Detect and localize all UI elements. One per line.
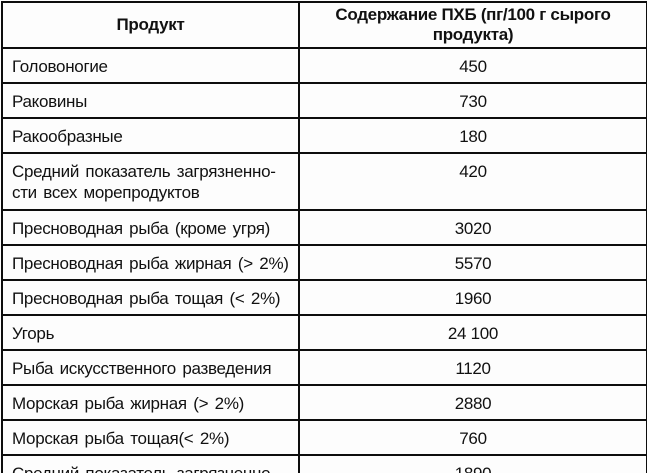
value-cell: 24 100	[298, 314, 647, 351]
table-row: Пресноводная рыба тощая (< 2%) 1960	[1, 279, 647, 316]
value-cell: 2880	[298, 384, 647, 421]
value-cell: 3020	[298, 209, 647, 246]
product-cell: Морская рыба жирная (> 2%)	[1, 384, 300, 421]
product-cell: Угорь	[1, 314, 300, 351]
product-cell: Пресноводная рыба (кроме угря)	[1, 209, 300, 246]
table-row: Рыба искусственного разведения 1120	[1, 349, 647, 386]
table-body: Головоногие 450 Раковины 730 Ракообразные 180…	[1, 47, 647, 473]
header-product: Продукт	[1, 1, 300, 49]
table-row: Пресноводная рыба жирная (> 2%) 5570	[1, 244, 647, 281]
table-header: Продукт Содержание ПХБ (пг/100 г сырого …	[1, 1, 647, 49]
value-cell: 180	[298, 117, 647, 154]
header-pcb-content: Содержание ПХБ (пг/100 г сырого продукта…	[298, 1, 647, 49]
value-cell: 1960	[298, 279, 647, 316]
value-cell: 760	[298, 419, 647, 456]
table-row: Средний показатель загрязненно- сти всех…	[1, 152, 647, 211]
value-cell: 5570	[298, 244, 647, 281]
table-row: Раковины 730	[1, 82, 647, 119]
table-row: Морская рыба жирная (> 2%) 2880	[1, 384, 647, 421]
product-cell: Средний показатель загрязненно- сти всей…	[1, 454, 300, 473]
product-cell: Рыба искусственного разведения	[1, 349, 300, 386]
value-cell: 450	[298, 47, 647, 84]
header-row: Продукт Содержание ПХБ (пг/100 г сырого …	[1, 1, 647, 49]
table-row: Головоногие 450	[1, 47, 647, 84]
table-row: Пресноводная рыба (кроме угря) 3020	[1, 209, 647, 246]
product-cell: Ракообразные	[1, 117, 300, 154]
product-cell: Пресноводная рыба жирная (> 2%)	[1, 244, 300, 281]
table-row: Морская рыба тощая(< 2%) 760	[1, 419, 647, 456]
table-row: Средний показатель загрязненно- сти всей…	[1, 454, 647, 473]
value-cell: 730	[298, 82, 647, 119]
product-cell: Морская рыба тощая(< 2%)	[1, 419, 300, 456]
value-cell: 420	[298, 152, 647, 211]
product-cell: Головоногие	[1, 47, 300, 84]
value-cell: 1120	[298, 349, 647, 386]
value-cell: 1890	[298, 454, 647, 473]
table-row: Угорь 24 100	[1, 314, 647, 351]
product-cell: Средний показатель загрязненно- сти всех…	[1, 152, 300, 211]
table-row: Ракообразные 180	[1, 117, 647, 154]
product-cell: Пресноводная рыба тощая (< 2%)	[1, 279, 300, 316]
product-cell: Раковины	[1, 82, 300, 119]
